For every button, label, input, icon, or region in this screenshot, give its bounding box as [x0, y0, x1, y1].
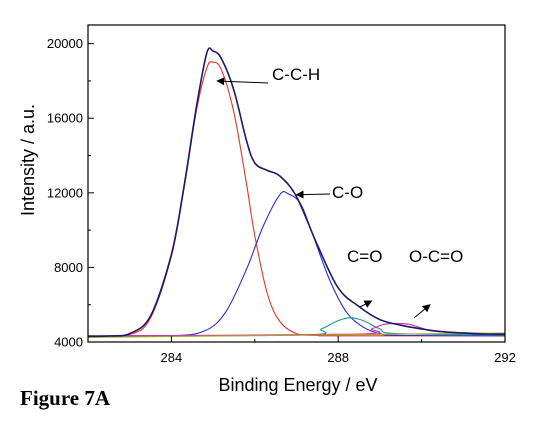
- y-axis-title: Intensity / a.u.: [18, 104, 38, 216]
- plot-frame: [87, 24, 506, 343]
- y-tick-label: 16000: [47, 111, 83, 126]
- x-tick-label: 288: [327, 350, 349, 365]
- annotation-arrow-o-c-o: [413, 304, 431, 319]
- annotation-label-c-o: C=O: [347, 247, 382, 266]
- annotation-arrow-c-o: [295, 190, 331, 199]
- annotation-label-c-o: C-O: [332, 183, 363, 202]
- curve-layer: [87, 47, 506, 338]
- annotation-layer: C-C-H C-O C=O O-C=O: [216, 65, 463, 319]
- y-tick-label: 20000: [47, 36, 83, 51]
- x-tick-label: 284: [161, 350, 183, 365]
- series-c-o-line: [87, 191, 506, 337]
- annotation-label-c-c-h: C-C-H: [272, 65, 320, 84]
- axes-layer: 284 288 292 4000 8000 12000 16000 20000: [47, 24, 516, 365]
- y-tick-label: 4000: [54, 335, 83, 350]
- annotation-arrow-c-o: [359, 300, 373, 308]
- series-envelope-line: [87, 47, 506, 338]
- x-tick-label: 292: [494, 350, 516, 365]
- y-tick-label: 12000: [47, 185, 83, 200]
- figure-caption: Figure 7A: [20, 386, 111, 410]
- annotation-arrow-c-c-h: [216, 77, 269, 86]
- y-tick-label: 8000: [54, 260, 83, 275]
- annotation-label-o-c-o: O-C=O: [409, 247, 463, 266]
- x-axis-title: Binding Energy / eV: [218, 375, 377, 395]
